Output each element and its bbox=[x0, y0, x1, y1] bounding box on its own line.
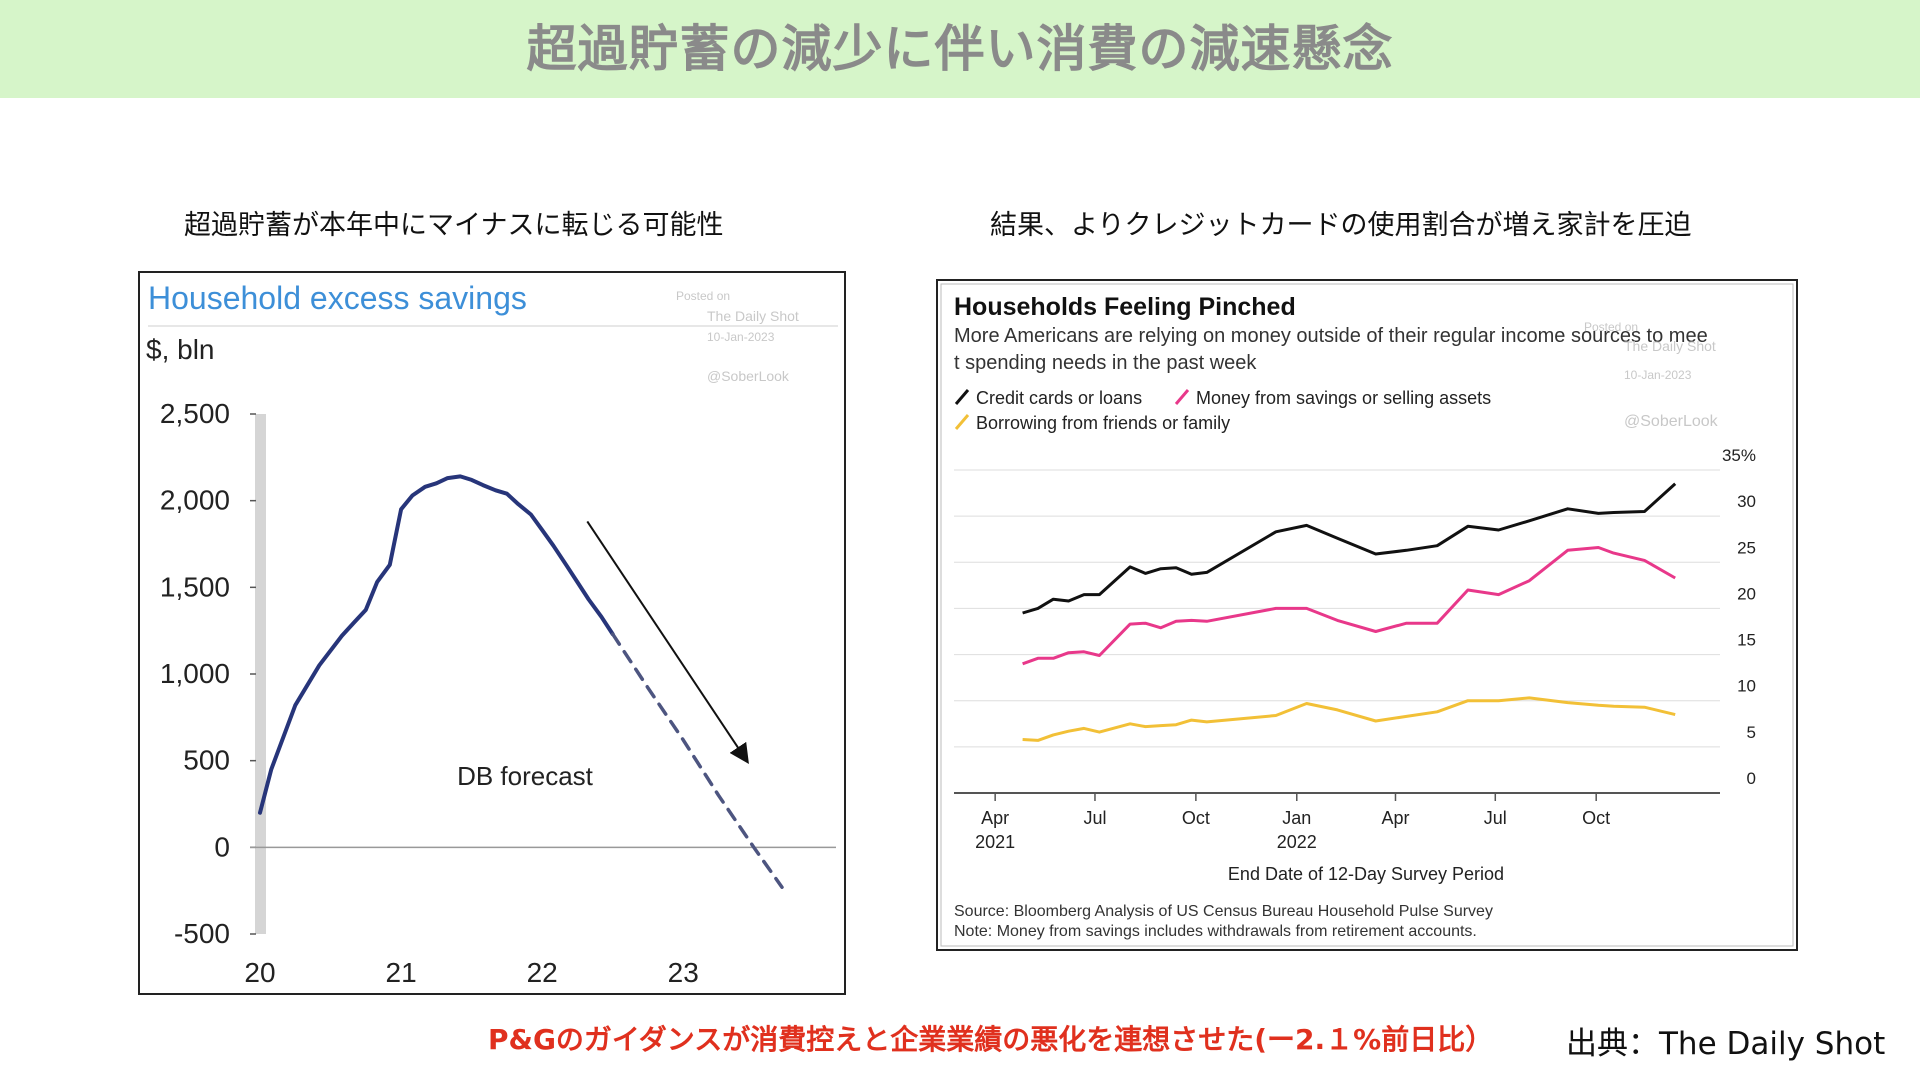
x-tick-label: Oct bbox=[1582, 808, 1610, 828]
watermark-date: 10-Jan-2023 bbox=[1624, 368, 1692, 382]
x-tick-label: 20 bbox=[244, 957, 275, 988]
forecast-line bbox=[610, 632, 784, 889]
chart-title: Households Feeling Pinched bbox=[954, 293, 1296, 321]
y-tick-label: 1,500 bbox=[160, 571, 230, 602]
y-tick-label: 20 bbox=[1737, 584, 1756, 603]
y-tick-label: -500 bbox=[174, 918, 230, 949]
legend-swatch bbox=[1174, 389, 1190, 405]
watermark-date: 10-Jan-2023 bbox=[707, 330, 775, 344]
chart-title: Household excess savings bbox=[148, 280, 527, 316]
y-axis-label: $, bln bbox=[146, 334, 215, 365]
x-tick-label: Jul bbox=[1484, 808, 1507, 828]
x-tick-label: 21 bbox=[386, 957, 417, 988]
page-title: 超過貯蓄の減少に伴い消費の減速懸念 bbox=[526, 20, 1394, 78]
y-tick-label: 2,500 bbox=[160, 398, 230, 429]
y-tick-label: 30 bbox=[1737, 492, 1756, 511]
recession-band bbox=[255, 414, 266, 934]
source-note: Source: Bloomberg Analysis of US Census … bbox=[954, 903, 1493, 920]
y-tick-label: 15 bbox=[1737, 631, 1756, 650]
extra-note: Note: Money from savings includes withdr… bbox=[954, 923, 1477, 940]
watermark-handle: @SoberLook bbox=[707, 368, 790, 384]
watermark-site: The Daily Shot bbox=[1624, 338, 1716, 354]
series-line bbox=[1022, 696, 1676, 742]
legend-swatch bbox=[954, 389, 970, 405]
x-tick-label: 23 bbox=[668, 957, 699, 988]
x-tick-label: Apr bbox=[981, 808, 1009, 828]
footer-source: 出典：The Daily Shot bbox=[1566, 1026, 1886, 1062]
legend-label: Borrowing from friends or family bbox=[976, 413, 1230, 433]
watermark-handle: @SoberLook bbox=[1624, 413, 1719, 430]
x-tick-label: 22 bbox=[527, 957, 558, 988]
y-tick-label: 5 bbox=[1747, 723, 1756, 742]
x-tick-label: Apr bbox=[1381, 808, 1409, 828]
panel-border bbox=[936, 279, 1798, 951]
y-tick-label: 0 bbox=[214, 831, 230, 862]
right-caption: 結果、よりクレジットカードの使用割合が増え家計を圧迫 bbox=[990, 210, 1692, 241]
x-tick-year: 2022 bbox=[1277, 832, 1317, 852]
y-tick-label: 35% bbox=[1722, 446, 1756, 465]
x-tick-year: 2021 bbox=[975, 832, 1015, 852]
y-tick-label: 10 bbox=[1737, 677, 1756, 696]
legend-label: Money from savings or selling assets bbox=[1196, 388, 1491, 408]
left-chart-panel: Household excess savings Posted on The Dai… bbox=[138, 271, 846, 995]
y-tick-label: 1,000 bbox=[160, 658, 230, 689]
y-tick-label: 25 bbox=[1737, 538, 1756, 557]
forecast-annotation: DB forecast bbox=[457, 761, 594, 791]
excess-savings-chart: Household excess savings Posted on The Dai… bbox=[138, 271, 846, 995]
legend-label: Credit cards or loans bbox=[976, 388, 1142, 408]
left-caption: 超過貯蓄が本年中にマイナスに転じる可能性 bbox=[184, 210, 724, 241]
x-axis-label: End Date of 12-Day Survey Period bbox=[1228, 864, 1504, 884]
series-line bbox=[1022, 482, 1677, 615]
y-tick-label: 500 bbox=[183, 745, 230, 776]
y-tick-label: 0 bbox=[1747, 769, 1756, 788]
y-tick-label: 2,000 bbox=[160, 485, 230, 516]
x-tick-label: Jan bbox=[1282, 808, 1311, 828]
watermark-site: The Daily Shot bbox=[707, 308, 799, 324]
watermark-posted: Posted on bbox=[1584, 320, 1638, 334]
savings-line bbox=[258, 474, 615, 815]
watermark-posted: Posted on bbox=[676, 289, 730, 303]
chart-subtitle: More Americans are relying on money outs… bbox=[954, 325, 1708, 347]
trend-arrow bbox=[586, 520, 749, 764]
x-tick-label: Jul bbox=[1083, 808, 1106, 828]
footer-note: P&Gのガイダンスが消費控えと企業業績の悪化を連想させた(ー2.１%前日比） bbox=[488, 1023, 1494, 1056]
header-banner bbox=[0, 0, 1920, 98]
chart-subtitle-cont: t spending needs in the past week bbox=[954, 352, 1257, 374]
series-line bbox=[1022, 546, 1676, 666]
households-pinched-chart: Households Feeling Pinched More Americans… bbox=[936, 279, 1798, 951]
x-tick-label: Oct bbox=[1182, 808, 1210, 828]
panel-inner-border bbox=[940, 283, 1794, 947]
right-chart-panel: Households Feeling Pinched More Americans… bbox=[936, 279, 1798, 951]
legend-swatch bbox=[954, 414, 970, 430]
